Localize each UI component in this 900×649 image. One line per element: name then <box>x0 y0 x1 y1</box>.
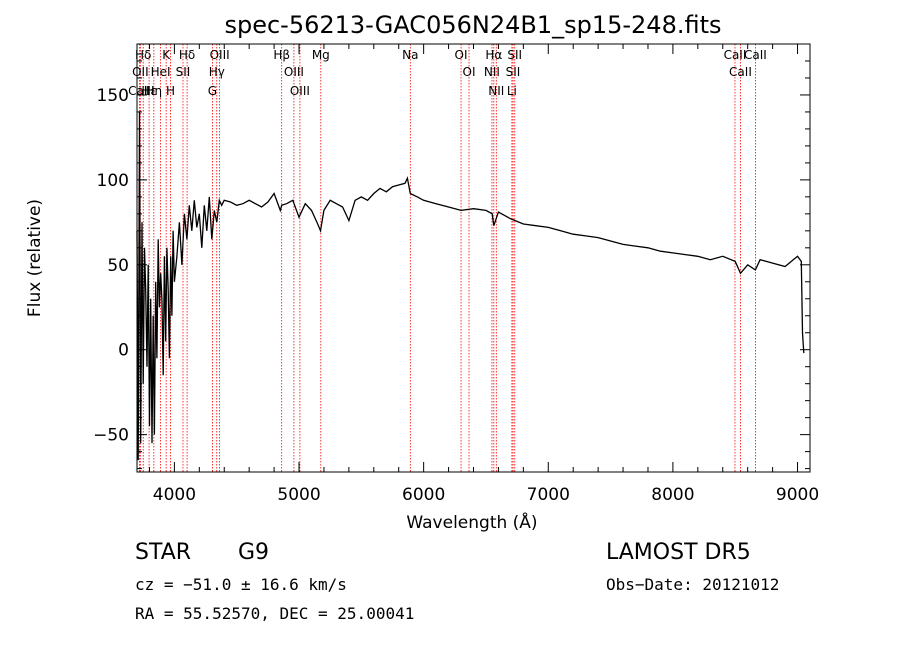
object-subclass: G9 <box>238 540 270 565</box>
line-label: K <box>162 48 171 62</box>
line-label: NII <box>488 84 504 98</box>
object-class: STAR <box>135 540 192 565</box>
line-label: Mg <box>312 48 330 62</box>
y-tick-label: 50 <box>107 256 129 276</box>
line-label: Hγ <box>209 65 225 79</box>
line-label: NII <box>484 65 500 79</box>
line-label: OI <box>463 65 476 79</box>
y-axis-label: Flux (relative) <box>25 199 45 317</box>
line-label: OII <box>132 65 149 79</box>
line-label: G <box>208 84 217 98</box>
line-label: OIII <box>284 65 304 79</box>
line-label: HeI <box>151 65 171 79</box>
line-label: H <box>166 84 175 98</box>
line-label: OI <box>455 48 468 62</box>
line-label: CaII <box>744 48 767 62</box>
x-tick-label: 7000 <box>527 485 570 505</box>
y-tick-label: 150 <box>97 86 129 106</box>
line-label: CaII <box>724 48 747 62</box>
x-axis-label: Wavelength (Å) <box>406 511 537 533</box>
emission-line-markers <box>139 44 756 472</box>
line-label: CaII <box>729 65 752 79</box>
observation-date: Obs−Date: 20121012 <box>606 575 780 594</box>
line-label: SII <box>507 48 522 62</box>
line-label: Na <box>402 48 418 62</box>
y-tick-label: −50 <box>93 426 129 446</box>
line-label: Hα <box>485 48 502 62</box>
line-label: Hδ <box>179 48 195 62</box>
line-label: OIII <box>210 48 230 62</box>
line-label: SII <box>176 65 191 79</box>
axis-ticks: 4000 5000 6000 7000 8000 9000 −50 0 50 100 150 <box>93 43 819 505</box>
x-tick-label: 4000 <box>153 485 196 505</box>
line-label: Hδ <box>135 48 151 62</box>
x-tick-label: 6000 <box>402 485 445 505</box>
x-tick-label: 5000 <box>277 485 320 505</box>
line-label: Hη <box>146 84 163 98</box>
line-label: Li <box>507 84 517 98</box>
spectrum-series-line <box>136 111 805 461</box>
plot-frame <box>136 43 811 473</box>
y-tick-label: 0 <box>118 341 129 361</box>
y-tick-label: 100 <box>97 171 129 191</box>
survey-name: LAMOST DR5 <box>606 540 751 565</box>
line-label: Hβ <box>273 48 290 62</box>
redshift-cz: cz = −51.0 ± 16.6 km/s <box>135 575 347 594</box>
chart-title: spec-56213-GAC056N24B1_sp15-248.fits <box>224 11 721 39</box>
x-tick-label: 8000 <box>651 485 694 505</box>
line-label: OIII <box>290 84 310 98</box>
coordinates: RA = 55.52570, DEC = 25.00041 <box>135 604 415 623</box>
line-label: SII <box>506 65 521 79</box>
x-tick-label: 9000 <box>776 485 819 505</box>
